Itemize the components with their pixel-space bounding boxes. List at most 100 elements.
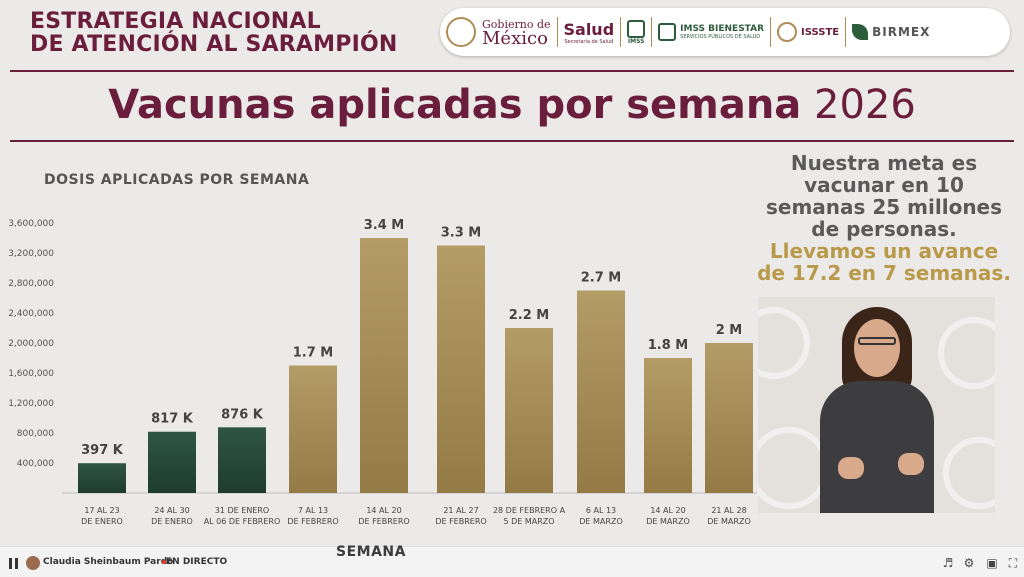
bar-value-label: 876 K bbox=[221, 407, 264, 422]
institution-logo-bar: Gobierno de México Salud Secretaría de S… bbox=[440, 8, 1010, 56]
pause-icon[interactable] bbox=[9, 558, 19, 569]
background-ornament bbox=[938, 317, 995, 389]
y-tick-label: 2,800,000 bbox=[8, 279, 54, 289]
bar-value-label: 397 K bbox=[81, 443, 124, 458]
bar bbox=[78, 463, 126, 493]
issste-logo: ISSSTE bbox=[771, 8, 845, 56]
x-tick-label: DE FEBRERO bbox=[435, 517, 486, 526]
bar bbox=[705, 343, 753, 493]
y-tick-label: 1,600,000 bbox=[8, 369, 54, 379]
salud-label: Salud bbox=[563, 19, 615, 39]
bar-value-label: 1.7 M bbox=[293, 346, 334, 361]
x-tick-label: DE ENERO bbox=[81, 517, 123, 526]
page-header-title: ESTRATEGIA NACIONAL DE ATENCIÓN AL SARAM… bbox=[30, 10, 397, 56]
x-tick-label: DE MARZO bbox=[646, 517, 689, 526]
bar-value-label: 2.7 M bbox=[581, 271, 622, 286]
fullscreen-icon[interactable]: ⛶ bbox=[1008, 556, 1018, 570]
y-tick-label: 3,200,000 bbox=[8, 249, 54, 259]
birmex-logo: BIRMEX bbox=[846, 8, 936, 56]
main-title-year: 2026 bbox=[814, 82, 916, 128]
x-tick-label: DE MARZO bbox=[707, 517, 750, 526]
interpreter-body bbox=[820, 381, 934, 513]
y-tick-label: 400,000 bbox=[17, 459, 54, 469]
interpreter-face bbox=[854, 319, 900, 377]
live-label: EN DIRECTO bbox=[166, 557, 228, 567]
x-tick-label: 6 AL 13 bbox=[586, 506, 616, 515]
x-tick-label: 7 AL 13 bbox=[298, 506, 328, 515]
bar bbox=[360, 238, 408, 493]
gobierno-logo: Gobierno de México bbox=[440, 8, 557, 56]
x-tick-label: 21 AL 27 bbox=[443, 506, 478, 515]
x-tick-label: 24 AL 30 bbox=[154, 506, 189, 515]
interpreter-glasses bbox=[858, 337, 896, 345]
bar-value-label: 817 K bbox=[151, 412, 194, 427]
progress-line2: de 17.2 en 7 semanas. bbox=[757, 261, 1011, 285]
bar-value-label: 3.4 M bbox=[364, 218, 405, 233]
issste-emblem-icon bbox=[777, 22, 798, 42]
logo-divider bbox=[651, 17, 653, 47]
x-axis-label-overlay: SEMANA bbox=[336, 544, 406, 560]
volume-icon[interactable]: ♬ bbox=[942, 556, 954, 570]
x-tick-label: 14 AL 20 bbox=[366, 506, 401, 515]
x-tick-label: 17 AL 23 bbox=[84, 506, 119, 515]
y-tick-label: 2,400,000 bbox=[8, 309, 54, 319]
bar bbox=[577, 290, 625, 493]
imss-bienestar-emblem-icon bbox=[658, 23, 677, 41]
picture-in-picture-icon[interactable]: ▣ bbox=[986, 556, 998, 570]
imss-label: IMSS bbox=[627, 37, 645, 45]
x-tick-label: DE FEBRERO bbox=[287, 517, 338, 526]
gobierno-line2: México bbox=[482, 28, 548, 49]
x-tick-label: 14 AL 20 bbox=[650, 506, 685, 515]
bar-value-label: 1.8 M bbox=[648, 338, 689, 353]
background-ornament bbox=[943, 437, 995, 509]
birmex-label: BIRMEX bbox=[872, 25, 931, 39]
header-title-line1: ESTRATEGIA NACIONAL bbox=[30, 9, 321, 34]
gobierno-line1: Gobierno de bbox=[482, 18, 551, 31]
goal-statement: Nuestra meta es vacunar en 10 semanas 25… bbox=[752, 152, 1016, 284]
y-tick-label: 800,000 bbox=[17, 429, 54, 439]
channel-name[interactable]: Claudia Sheinbaum Pardo bbox=[43, 557, 174, 567]
issste-label: ISSSTE bbox=[801, 26, 840, 38]
header-divider-top bbox=[10, 70, 1014, 72]
bar-value-label: 2 M bbox=[716, 323, 743, 338]
x-tick-label: DE FEBRERO bbox=[358, 517, 409, 526]
bar bbox=[644, 358, 692, 493]
salud-sub-label: Secretaría de Salud bbox=[564, 38, 614, 45]
imss-bienestar-sub-label: SERVICIOS PÚBLICOS DE SALUD bbox=[680, 34, 761, 40]
salud-logo: Salud Secretaría de Salud bbox=[558, 8, 621, 56]
imss-logo: IMSS bbox=[621, 8, 651, 56]
x-tick-label: 5 DE MARZO bbox=[503, 517, 554, 526]
logo-divider bbox=[845, 17, 847, 47]
channel-avatar[interactable] bbox=[26, 556, 40, 570]
logo-divider bbox=[770, 17, 772, 47]
bar bbox=[148, 431, 196, 493]
goal-line2: vacunar en 10 bbox=[804, 173, 964, 197]
bar bbox=[437, 245, 485, 493]
main-title: Vacunas aplicadas por semana 2026 bbox=[0, 80, 1024, 130]
goal-line4: de personas. bbox=[811, 217, 957, 241]
bar bbox=[218, 427, 266, 493]
imss-bienestar-logo: IMSS BIENESTAR SERVICIOS PÚBLICOS DE SAL… bbox=[652, 8, 770, 56]
x-tick-label: 31 DE ENERO bbox=[215, 506, 269, 515]
interpreter-hand bbox=[898, 453, 924, 475]
video-player-bar bbox=[0, 546, 1024, 577]
chart-title: DOSIS APLICADAS POR SEMANA bbox=[44, 172, 310, 188]
bar-chart: 400,000 800,000 1,200,000 1,600,000 2,000,00… bbox=[8, 218, 757, 526]
logo-divider bbox=[620, 17, 622, 47]
background-ornament bbox=[758, 307, 810, 379]
settings-gear-icon[interactable]: ⚙ bbox=[963, 556, 975, 570]
progress-line1: Llevamos un avance bbox=[769, 239, 999, 263]
imss-emblem-icon bbox=[627, 19, 646, 38]
x-tick-label: 28 DE FEBRERO A bbox=[493, 506, 566, 515]
birmex-leaf-icon bbox=[852, 24, 869, 40]
x-tick-label: AL 06 DE FEBRERO bbox=[204, 517, 281, 526]
goal-line1: Nuestra meta es bbox=[790, 151, 978, 175]
y-tick-label: 2,000,000 bbox=[8, 339, 54, 349]
sign-language-interpreter-video bbox=[758, 297, 995, 513]
imss-bienestar-label: IMSS BIENESTAR bbox=[680, 24, 765, 34]
y-tick-label: 1,200,000 bbox=[8, 399, 54, 409]
bar-value-label: 2.2 M bbox=[509, 308, 550, 323]
national-seal-icon bbox=[446, 17, 476, 47]
y-tick-label: 3,600,000 bbox=[8, 219, 54, 229]
main-title-text: Vacunas aplicadas por semana bbox=[108, 82, 802, 128]
